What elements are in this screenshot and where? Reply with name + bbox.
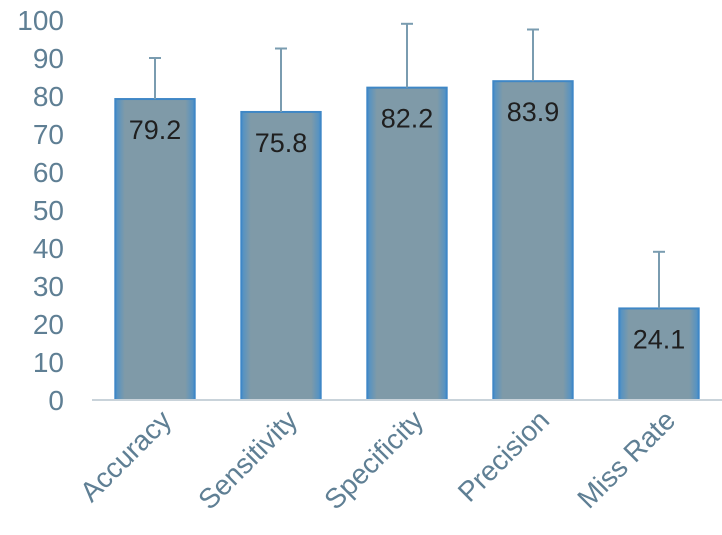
x-category-label: Accuracy (74, 404, 177, 507)
data-label: 24.1 (633, 324, 686, 354)
x-category-label: Precision (452, 404, 555, 507)
bar-sensitivity (240, 110, 322, 402)
bar-specificity (366, 86, 448, 401)
y-tick-label: 70 (33, 119, 64, 150)
x-category-label: Miss Rate (571, 404, 681, 514)
data-label: 83.9 (507, 97, 560, 127)
bar-accuracy (114, 98, 196, 401)
y-tick-label: 10 (33, 347, 64, 378)
y-tick-label: 50 (33, 195, 64, 226)
y-axis-ticks: 0 10 20 30 40 50 60 70 80 90 100 (17, 5, 64, 416)
y-tick-label: 60 (33, 157, 64, 188)
bar-precision (492, 80, 574, 402)
data-labels-layer: 79.2 75.8 82.2 83.9 24.1 (129, 97, 686, 354)
data-label: 75.8 (255, 128, 308, 158)
x-category-label: Sensitivity (192, 404, 303, 515)
x-axis-labels: Accuracy Sensitivity Specificity Precision M… (74, 404, 681, 515)
y-tick-label: 40 (33, 233, 64, 264)
y-tick-label: 90 (33, 43, 64, 74)
error-bars-layer (149, 22, 665, 309)
y-tick-label: 30 (33, 271, 64, 302)
y-tick-label: 20 (33, 309, 64, 340)
y-tick-label: 0 (48, 385, 64, 416)
x-category-label: Specificity (318, 404, 429, 515)
data-label: 82.2 (381, 104, 434, 134)
data-label: 79.2 (129, 115, 182, 145)
y-tick-label: 80 (33, 81, 64, 112)
y-tick-label: 100 (17, 5, 64, 36)
